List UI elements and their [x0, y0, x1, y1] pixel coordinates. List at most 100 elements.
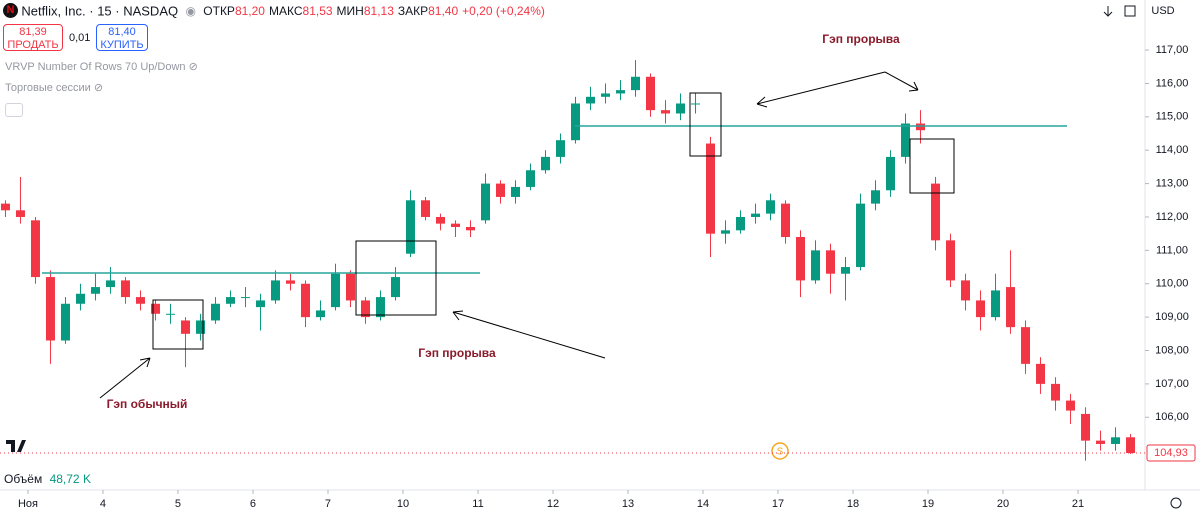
candle-body — [75, 293, 85, 304]
ohlc-label: ЗАКР — [397, 3, 429, 18]
arrow — [884, 71, 919, 92]
spread: 0,01 — [69, 32, 91, 44]
ohlc-value: 81,20 — [234, 3, 265, 18]
buy-label: КУПИТЬ — [100, 39, 144, 51]
candle-body — [240, 297, 250, 299]
ohlc: ОТКР81,20 МАКС81,53 МИН81,13 ЗАКР81,40 +0,20… — [203, 4, 545, 18]
indicator-name: Торговые сессии — [5, 82, 91, 94]
x-tick-label: 11 — [472, 498, 483, 510]
candle-body — [931, 183, 941, 241]
y-tick-label: 117,00 — [1156, 44, 1189, 56]
y-tick-label: 112,00 — [1156, 211, 1189, 223]
x-tick-label: 7 — [325, 498, 331, 510]
collapse-button[interactable] — [5, 103, 23, 117]
candle-body — [691, 103, 701, 105]
sell-button[interactable]: 81,39 ПРОДАТЬ — [3, 24, 63, 51]
candle-body — [856, 203, 866, 268]
candle-body — [285, 280, 295, 284]
candle-body — [601, 93, 611, 97]
last-price-label: 104,93 — [1154, 447, 1188, 459]
x-tick-label: 13 — [622, 498, 634, 510]
volume-value: 48,72 K — [49, 472, 91, 486]
hidden-icon[interactable]: ⊘ — [188, 61, 198, 73]
candle-body — [1066, 400, 1076, 411]
indicator[interactable]: Торговые сессии ⊘ — [5, 81, 103, 94]
candle-body — [721, 230, 731, 234]
arrow — [452, 310, 606, 359]
candle-body — [886, 156, 896, 191]
candle-body — [586, 96, 596, 104]
candle-body — [495, 183, 505, 197]
buy-button[interactable]: 81,40 КУПИТЬ — [96, 24, 148, 51]
candle-body — [751, 213, 761, 217]
eye-icon[interactable]: ◉ — [185, 3, 196, 18]
candle-body — [676, 103, 686, 114]
candle-body — [1126, 437, 1136, 453]
y-tick-label: 108,00 — [1155, 344, 1189, 356]
plot-area — [0, 60, 1136, 461]
candle-body — [781, 203, 791, 238]
candle-body — [796, 237, 806, 281]
candle-body — [210, 303, 220, 321]
annotation: Гэп прорыва — [418, 346, 496, 360]
candle-body — [360, 300, 370, 318]
candle-body — [766, 200, 776, 214]
candle-body — [1021, 327, 1031, 364]
indicator[interactable]: VRVP Number Of Rows 70 Up/Down ⊘ — [5, 60, 198, 73]
candle-body — [135, 297, 145, 304]
candle-body — [661, 110, 671, 114]
volume: Объём 48,72 K — [4, 472, 91, 486]
candle-body — [120, 280, 130, 298]
sell-price: 81,39 — [19, 26, 47, 38]
candle-body — [420, 200, 430, 217]
x-tick-label: 6 — [250, 498, 256, 510]
candle-body — [225, 297, 235, 304]
x-tick-label: 10 — [397, 498, 409, 510]
volume-label: Объём — [4, 472, 43, 486]
candle-body — [510, 186, 520, 197]
fullscreen-icon[interactable] — [1124, 5, 1136, 17]
y-tick-label: 110,00 — [1156, 278, 1189, 290]
symbol-logo: N — [3, 3, 18, 19]
y-tick-label: 116,00 — [1156, 77, 1189, 89]
candle-body — [1036, 363, 1046, 384]
candle-body — [901, 123, 911, 157]
hidden-icon[interactable]: ⊘ — [93, 82, 104, 94]
candle-body — [270, 280, 280, 301]
candle-body — [961, 280, 971, 301]
symbol[interactable]: Netflix, Inc. · 15 · NASDAQ — [21, 3, 179, 19]
candle-body — [631, 76, 641, 91]
x-tick-label: 21 — [1072, 498, 1084, 510]
event-marker[interactable]: S — [777, 447, 784, 458]
ohlc-label: МИН — [336, 3, 364, 18]
candle-body — [555, 140, 565, 157]
y-tick-label: 113,00 — [1156, 178, 1189, 190]
candle-body — [1051, 383, 1061, 401]
ohlc-value: 81,13 — [363, 3, 394, 18]
ohlc-label: МАКС — [268, 3, 303, 18]
change: +0,20 (+0,24%) — [462, 3, 545, 18]
candle-body — [45, 277, 55, 341]
candle-body — [976, 300, 986, 318]
indicator-name: VRVP Number Of Rows 70 Up/Down — [5, 61, 186, 73]
settings-icon[interactable] — [1170, 497, 1182, 509]
candle-body — [195, 320, 205, 334]
candle-body — [390, 277, 400, 298]
event-icon[interactable] — [771, 442, 789, 460]
x-tick-label: 14 — [697, 498, 709, 510]
candle-body — [811, 250, 821, 281]
candle-body — [330, 273, 340, 308]
candle-body — [375, 297, 385, 318]
candle-body — [841, 267, 851, 274]
sell-label: ПРОДАТЬ — [7, 39, 59, 51]
candle-body — [871, 190, 881, 204]
scale-icon[interactable] — [1103, 6, 1113, 17]
gap-box — [355, 240, 437, 316]
currency[interactable]: USD — [1151, 5, 1174, 17]
candle-body — [480, 183, 490, 221]
candle-body — [946, 240, 956, 281]
drawings: Гэп обычный Гэп прорыва Гэп прорыва — [42, 32, 1067, 411]
ohlc-value: 81,40 — [428, 3, 459, 18]
candle-body — [916, 123, 926, 131]
